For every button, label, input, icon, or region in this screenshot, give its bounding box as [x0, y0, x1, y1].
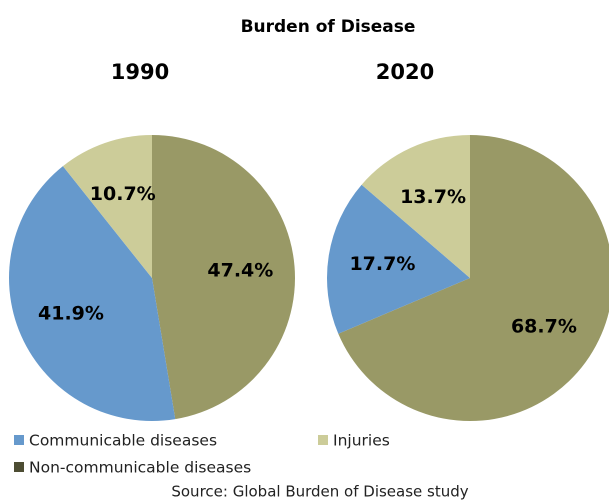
pie-slice — [327, 184, 470, 334]
data-label: 47.4% — [207, 259, 273, 281]
legend-swatch — [14, 435, 24, 445]
data-label: 68.7% — [511, 315, 577, 337]
pie-title: 2020 — [376, 60, 434, 84]
data-label: 10.7% — [90, 183, 156, 205]
pie-slice — [338, 135, 609, 421]
legend-label: Non-communicable diseases — [29, 459, 251, 477]
pie-slice — [62, 135, 153, 278]
pie-slice — [8, 166, 176, 422]
legend-swatch — [318, 435, 328, 445]
pie-slice — [361, 135, 470, 278]
data-label: 13.7% — [400, 186, 466, 208]
data-label: 41.9% — [38, 302, 104, 324]
source: Source: Global Burden of Disease study — [171, 483, 468, 501]
chart-title: Burden of Disease — [241, 17, 416, 37]
pie-slice — [152, 135, 296, 420]
legend-label: Communicable diseases — [29, 432, 217, 450]
legend-swatch — [14, 462, 24, 472]
legend-label: Injuries — [333, 432, 390, 450]
pie-title: 1990 — [111, 60, 169, 84]
data-label: 17.7% — [349, 253, 415, 275]
